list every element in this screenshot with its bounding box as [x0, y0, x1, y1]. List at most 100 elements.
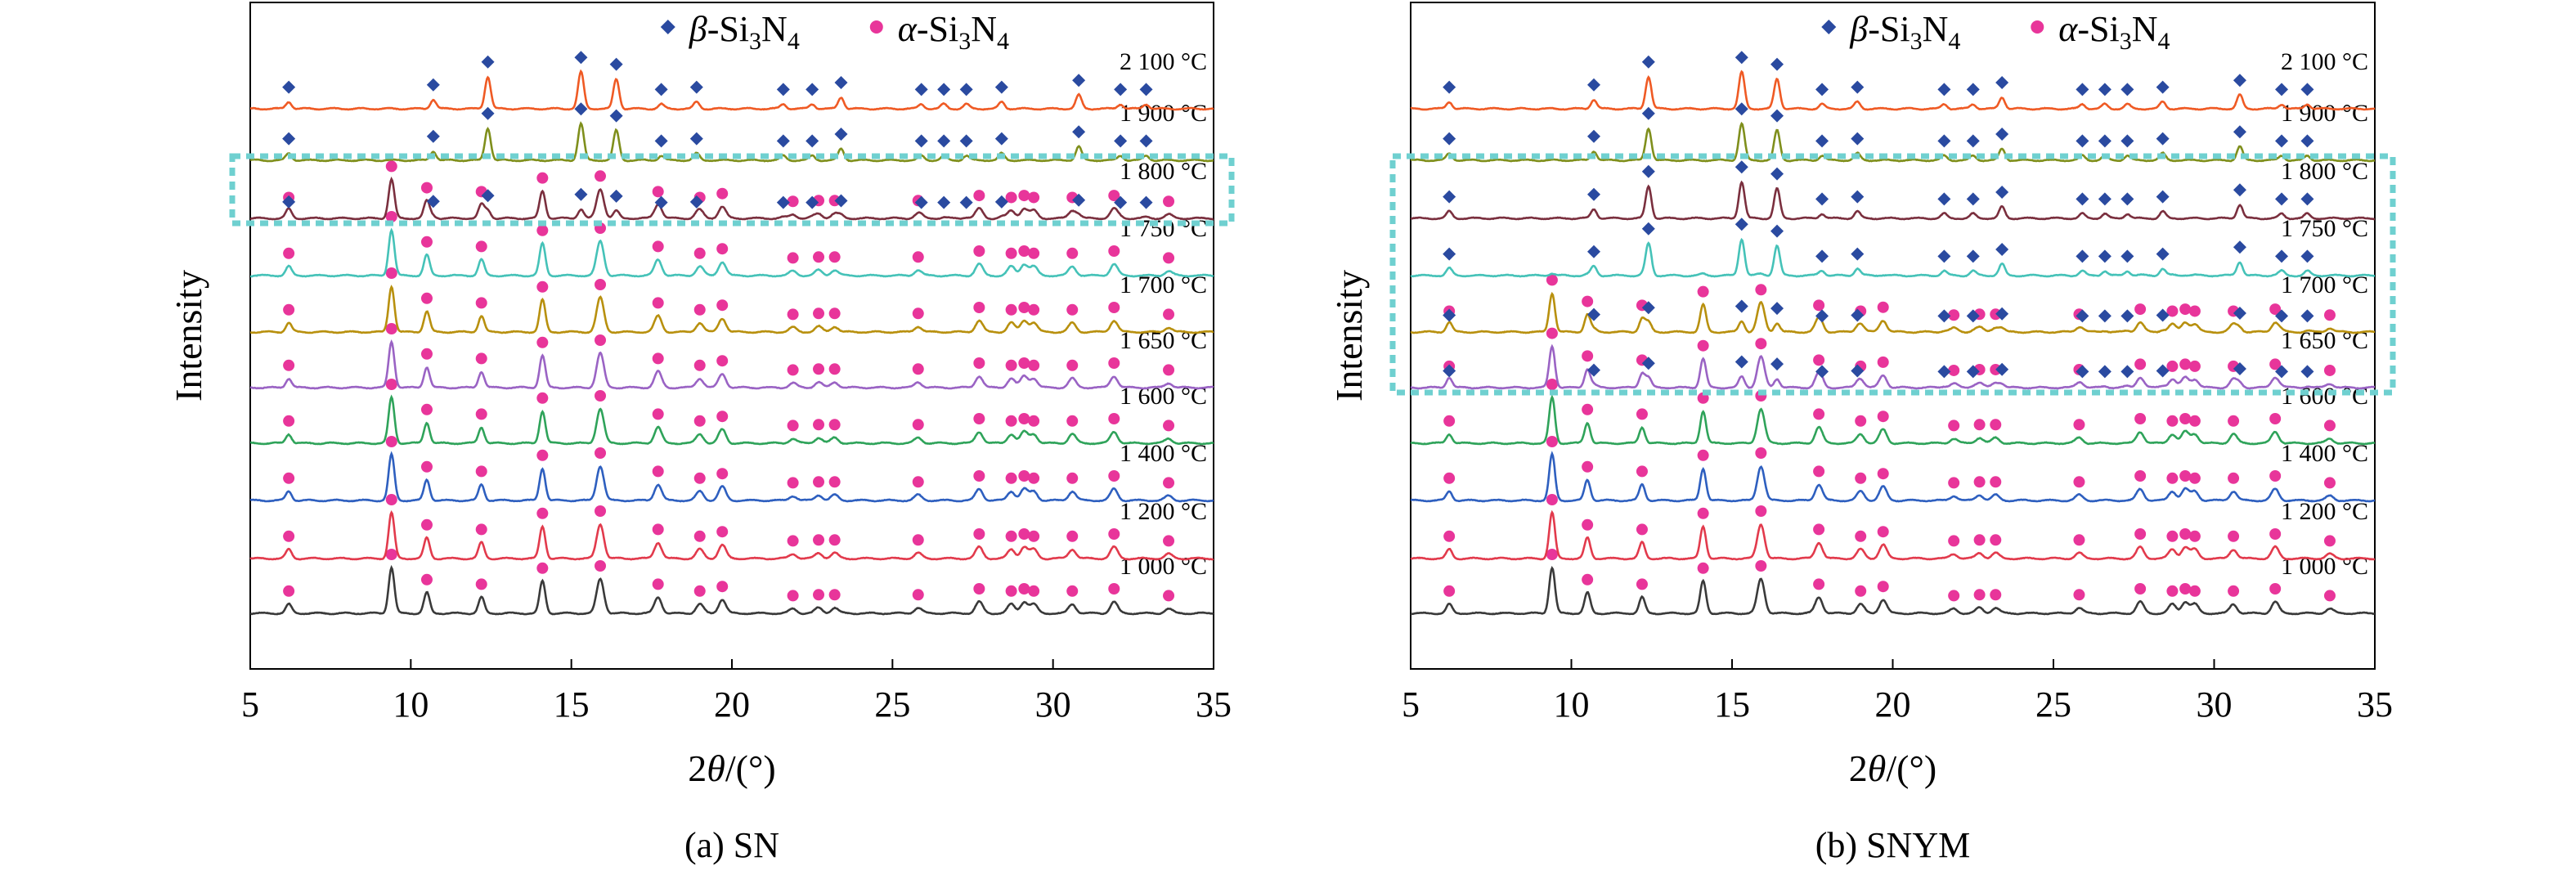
beta-peak-marker — [994, 80, 1008, 94]
legend-beta-label: β-Si3N4 — [1849, 9, 1960, 55]
beta-peak-marker — [2233, 306, 2246, 320]
alpha-peak-marker — [912, 419, 924, 431]
beta-peak-marker — [1966, 309, 1980, 323]
alpha-peak-marker — [1582, 295, 1594, 307]
alpha-peak-marker — [2188, 415, 2201, 427]
alpha-peak-marker — [595, 505, 607, 517]
beta-peak-marker — [959, 195, 973, 209]
alpha-peak-marker — [536, 224, 549, 236]
beta-peak-marker — [1735, 299, 1748, 313]
alpha-peak-marker — [2134, 413, 2147, 424]
alpha-peak-marker — [1018, 357, 1030, 369]
alpha-peak-marker — [1066, 585, 1079, 597]
alpha-peak-marker — [2166, 415, 2179, 427]
alpha-peak-marker — [1855, 585, 1867, 597]
beta-peak-marker — [2275, 134, 2289, 148]
alpha-peak-marker — [283, 303, 295, 316]
beta-peak-marker — [1815, 192, 1829, 206]
alpha-peak-marker — [652, 523, 664, 536]
alpha-peak-marker — [1018, 470, 1030, 482]
alpha-peak-marker — [2073, 476, 2085, 488]
alpha-peak-marker — [693, 415, 706, 427]
alpha-peak-marker — [1546, 274, 1558, 286]
alpha-peak-marker — [1948, 477, 1960, 489]
alpha-peak-marker — [385, 323, 397, 334]
beta-peak-marker — [2120, 83, 2134, 96]
x-tick-label: 10 — [1554, 684, 1590, 725]
beta-peak-marker — [2233, 361, 2246, 375]
alpha-peak-marker — [2323, 590, 2336, 602]
legend: β-Si3N4 α-Si3N4 — [1821, 9, 2170, 55]
beta-peak-marker — [2156, 80, 2170, 94]
alpha-peak-marker — [1018, 245, 1030, 257]
beta-peak-marker — [2233, 74, 2246, 88]
beta-peak-marker — [1735, 51, 1748, 65]
beta-peak-marker — [1815, 309, 1829, 323]
alpha-peak-marker — [595, 334, 607, 346]
alpha-peak-marker — [2188, 530, 2201, 542]
beta-peak-marker — [1641, 357, 1655, 370]
beta-peak-marker — [2076, 249, 2089, 263]
alpha-peak-marker — [1582, 403, 1594, 415]
alpha-peak-marker — [787, 308, 799, 321]
alpha-peak-marker — [973, 245, 985, 257]
beta-peak-marker — [2076, 192, 2089, 206]
beta-peak-marker — [654, 195, 668, 209]
legend: β-Si3N4 α-Si3N4 — [660, 9, 1009, 55]
x-tick-label: 25 — [874, 684, 910, 725]
beta-peak-marker — [1443, 247, 1456, 261]
alpha-peak-marker — [420, 182, 433, 194]
alpha-peak-marker — [716, 581, 729, 593]
beta-peak-marker — [1966, 192, 1980, 206]
alpha-peak-marker — [536, 507, 549, 519]
alpha-peak-marker — [595, 390, 607, 402]
alpha-peak-marker — [1443, 415, 1456, 427]
alpha-peak-marker — [1636, 578, 1648, 590]
alpha-peak-marker — [1163, 364, 1175, 376]
alpha-peak-marker — [1582, 460, 1594, 473]
alpha-peak-marker — [2179, 470, 2192, 482]
alpha-peak-marker — [2323, 420, 2336, 432]
beta-peak-marker — [1851, 308, 1865, 322]
series-line-1-600-c — [250, 394, 1214, 446]
alpha-peak-marker — [420, 460, 433, 473]
alpha-peak-marker — [2269, 583, 2282, 595]
beta-peak-marker — [654, 83, 668, 96]
series-line-1-750-c — [250, 227, 1214, 278]
alpha-peak-marker — [1005, 359, 1017, 371]
beta-peak-marker — [1770, 224, 1784, 238]
alpha-peak-marker — [1948, 420, 1960, 432]
alpha-peak-marker — [385, 160, 397, 173]
beta-peak-marker — [2076, 309, 2089, 323]
alpha-peak-marker — [813, 363, 825, 375]
alpha-peak-marker — [536, 392, 549, 404]
alpha-peak-marker — [1877, 411, 1889, 423]
alpha-peak-marker — [1018, 528, 1030, 540]
alpha-peak-marker — [1990, 534, 2002, 546]
chart-panel-a: 5 10 15 20 25 30 35 2θ/(°) (a) SN Intensity β-Si3N… — [168, 2, 1235, 865]
beta-peak-marker — [1815, 365, 1829, 379]
alpha-peak-marker — [2188, 360, 2201, 372]
alpha-peak-marker — [2134, 583, 2147, 595]
alpha-peak-marker — [693, 303, 706, 316]
alpha-peak-marker — [787, 364, 799, 376]
alpha-peak-marker — [1697, 449, 1709, 461]
alpha-peak-marker — [787, 590, 799, 602]
beta-peak-marker — [1072, 193, 1086, 207]
alpha-peak-marker — [2179, 303, 2192, 316]
beta-peak-marker — [1139, 195, 1153, 209]
alpha-peak-marker — [385, 494, 397, 505]
beta-peak-marker — [1937, 365, 1951, 379]
alpha-peak-marker — [813, 251, 825, 263]
beta-peak-marker — [1966, 365, 1980, 379]
alpha-peak-marker — [475, 523, 487, 536]
beta-peak-marker — [2076, 134, 2089, 148]
beta-peak-marker — [2120, 249, 2134, 263]
alpha-peak-marker — [283, 415, 295, 427]
alpha-peak-marker — [716, 243, 729, 255]
alpha-peak-marker — [1855, 415, 1867, 427]
x-tick-label: 20 — [1875, 684, 1911, 725]
alpha-peak-marker — [813, 307, 825, 320]
beta-peak-marker — [2098, 365, 2112, 379]
beta-peak-marker — [282, 80, 296, 94]
